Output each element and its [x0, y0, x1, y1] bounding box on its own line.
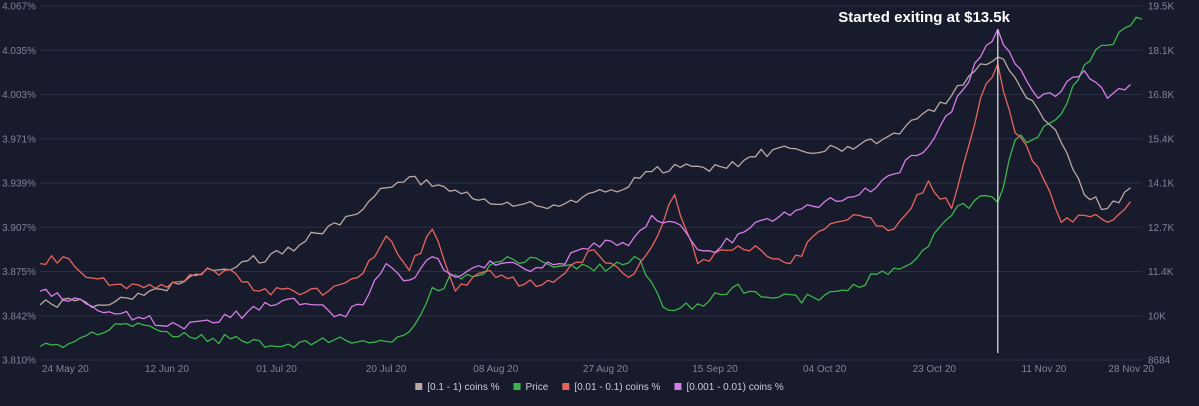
y-right-tick-label: 19.5K — [1148, 2, 1174, 13]
x-tick-label: 23 Oct 20 — [913, 364, 957, 375]
y-right-tick-label: 10K — [1148, 311, 1166, 322]
x-tick-label: 01 Jul 20 — [256, 364, 297, 375]
y-right-tick-label: 16.8K — [1148, 90, 1174, 101]
legend-swatch — [415, 383, 423, 390]
legend-label: Price — [526, 382, 549, 393]
y-left-tick-label: 3.971% — [2, 134, 36, 145]
legend-swatch — [674, 383, 682, 390]
series-line-0-1-1-coins — [39, 56, 1131, 309]
series-line-0-001-0-01-coins — [39, 28, 1131, 330]
y-right-tick-label: 18.1K — [1148, 46, 1174, 57]
y-left-tick-label: 3.875% — [2, 267, 36, 278]
annotation-text: Started exiting at $13.5k — [838, 9, 1010, 26]
legend-swatch — [562, 383, 570, 390]
y-left-tick-label: 4.035% — [2, 46, 36, 57]
x-tick-label: 08 Aug 20 — [473, 364, 518, 375]
axis-layer: 4.067% 19.5K 4.035% 18.1K 4.003% 16.8K 3.971% 1… — [2, 2, 1174, 376]
legend-label: [0.01 - 0.1) coins % — [574, 382, 660, 393]
x-tick-label: 27 Aug 20 — [583, 364, 628, 375]
x-tick-label: 11 Nov 20 — [1021, 364, 1066, 375]
x-tick-label: 20 Jul 20 — [366, 364, 407, 375]
legend-label: [0.1 - 1) coins % — [427, 382, 499, 393]
y-left-tick-label: 4.067% — [2, 2, 36, 13]
legend-swatch — [513, 383, 521, 390]
series-layer — [39, 16, 1143, 349]
y-right-tick-label: 8684 — [1148, 356, 1171, 367]
legend-item-price[interactable]: Price — [513, 382, 549, 393]
x-tick-label: 28 Nov 20 — [1108, 364, 1154, 375]
x-tick-label: 12 Jun 20 — [145, 364, 189, 375]
y-left-tick-label: 3.810% — [2, 356, 36, 367]
y-left-tick-label: 3.842% — [2, 311, 36, 322]
series-line-0-01-0-1-coins — [39, 63, 1132, 296]
x-tick-label: 24 May 20 — [42, 364, 89, 375]
x-tick-label: 15 Sep 20 — [692, 364, 738, 375]
y-left-tick-label: 3.907% — [2, 223, 36, 234]
y-right-tick-label: 11.4K — [1148, 267, 1174, 278]
y-right-tick-label: 15.4K — [1148, 134, 1174, 145]
legend: [0.1 - 1) coins % Price [0.01 - 0.1) coins… — [415, 382, 784, 393]
legend-item-0-1-1-coins[interactable]: [0.1 - 1) coins % — [415, 382, 500, 393]
y-left-tick-label: 4.003% — [2, 90, 36, 101]
y-left-tick-label: 3.939% — [2, 179, 36, 190]
legend-label: [0.001 - 0.01) coins % — [686, 382, 783, 393]
legend-item-0-001-0-01-coins[interactable]: [0.001 - 0.01) coins % — [674, 382, 784, 393]
legend-item-0-01-0-1-coins[interactable]: [0.01 - 0.1) coins % — [562, 382, 661, 393]
series-line-price — [39, 16, 1143, 349]
y-right-tick-label: 12.7K — [1148, 223, 1174, 234]
y-right-tick-label: 14.1K — [1148, 179, 1174, 190]
x-tick-label: 04 Oct 20 — [803, 364, 847, 375]
grid-layer — [40, 5, 1142, 361]
